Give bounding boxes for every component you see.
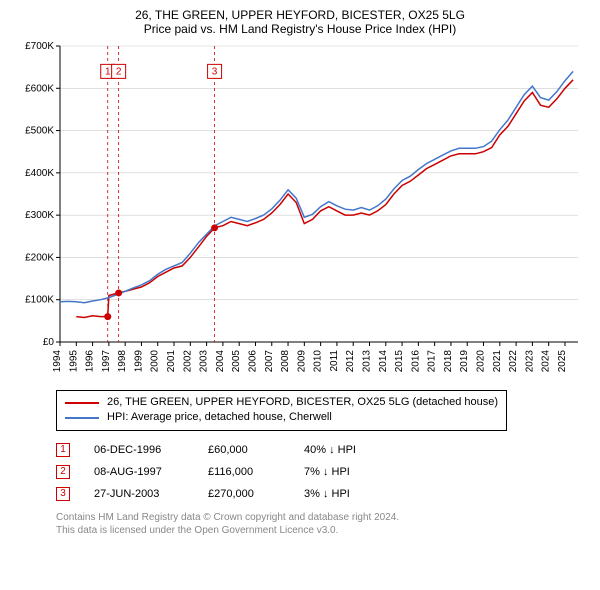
svg-text:2016: 2016 [410,350,421,373]
svg-text:2014: 2014 [378,350,389,373]
svg-text:1: 1 [105,66,111,77]
legend-row: HPI: Average price, detached house, Cher… [65,410,498,425]
footer-line1: Contains HM Land Registry data © Crown c… [56,511,586,524]
svg-text:£100K: £100K [25,295,54,306]
svg-text:2008: 2008 [280,350,291,373]
svg-text:1999: 1999 [133,350,144,373]
chart-title-line1: 26, THE GREEN, UPPER HEYFORD, BICESTER, … [14,8,586,22]
legend-label: 26, THE GREEN, UPPER HEYFORD, BICESTER, … [107,395,498,410]
svg-text:1996: 1996 [85,350,96,373]
svg-text:2022: 2022 [508,350,519,373]
legend-row: 26, THE GREEN, UPPER HEYFORD, BICESTER, … [65,395,498,410]
legend-swatch [65,417,99,419]
legend-swatch [65,402,99,404]
svg-text:1994: 1994 [52,350,63,373]
footer-attribution: Contains HM Land Registry data © Crown c… [56,511,586,537]
svg-text:2002: 2002 [182,350,193,373]
event-index-box: 2 [56,465,70,479]
svg-text:2017: 2017 [427,350,438,373]
svg-text:2021: 2021 [492,350,503,373]
svg-text:£0: £0 [43,337,55,348]
svg-text:2015: 2015 [394,350,405,373]
svg-text:2025: 2025 [557,350,568,373]
legend-label: HPI: Average price, detached house, Cher… [107,410,332,425]
chart-container: 26, THE GREEN, UPPER HEYFORD, BICESTER, … [0,0,600,590]
svg-text:2019: 2019 [459,350,470,373]
svg-text:2000: 2000 [150,350,161,373]
svg-text:£400K: £400K [25,168,54,179]
svg-text:£500K: £500K [25,126,54,137]
svg-text:2007: 2007 [264,350,275,373]
line-chart-svg: £0 £100K £200K £300K £400K £500K £600K £700K 199… [14,42,586,382]
svg-text:1995: 1995 [68,350,79,373]
svg-text:2012: 2012 [345,350,356,373]
event-row: 3 27-JUN-2003 £270,000 3% ↓ HPI [56,483,586,505]
event-row: 2 08-AUG-1997 £116,000 7% ↓ HPI [56,461,586,483]
event-delta: 40% ↓ HPI [304,444,404,456]
svg-text:£600K: £600K [25,83,54,94]
svg-text:2003: 2003 [199,350,210,373]
legend: 26, THE GREEN, UPPER HEYFORD, BICESTER, … [56,390,507,431]
footer-line2: This data is licensed under the Open Gov… [56,524,586,537]
event-price: £60,000 [208,444,280,456]
svg-text:2018: 2018 [443,350,454,373]
svg-text:£300K: £300K [25,210,54,221]
event-row: 1 06-DEC-1996 £60,000 40% ↓ HPI [56,439,586,461]
svg-text:£200K: £200K [25,252,54,263]
svg-text:1998: 1998 [117,350,128,373]
svg-text:2024: 2024 [541,350,552,373]
event-delta: 3% ↓ HPI [304,488,404,500]
event-price: £116,000 [208,466,280,478]
event-price: £270,000 [208,488,280,500]
svg-text:3: 3 [212,66,218,77]
svg-text:£700K: £700K [25,42,54,52]
event-table: 1 06-DEC-1996 £60,000 40% ↓ HPI 2 08-AUG-1997… [56,439,586,505]
svg-text:2023: 2023 [524,350,535,373]
chart-title-line2: Price paid vs. HM Land Registry's House … [14,22,586,36]
svg-text:2: 2 [116,66,122,77]
svg-text:2011: 2011 [329,350,340,372]
event-date: 27-JUN-2003 [94,488,184,500]
svg-text:2013: 2013 [361,350,372,373]
svg-text:1997: 1997 [101,350,112,373]
event-delta: 7% ↓ HPI [304,466,404,478]
event-date: 08-AUG-1997 [94,466,184,478]
svg-text:2020: 2020 [476,350,487,373]
event-date: 06-DEC-1996 [94,444,184,456]
svg-text:2010: 2010 [313,350,324,373]
chart-plot: £0 £100K £200K £300K £400K £500K £600K £700K 199… [14,42,586,382]
svg-text:2001: 2001 [166,350,177,373]
event-index-box: 1 [56,443,70,457]
svg-text:2009: 2009 [296,350,307,373]
svg-text:2006: 2006 [247,350,258,373]
svg-text:2004: 2004 [215,350,226,373]
event-index-box: 3 [56,487,70,501]
svg-text:2005: 2005 [231,350,242,373]
